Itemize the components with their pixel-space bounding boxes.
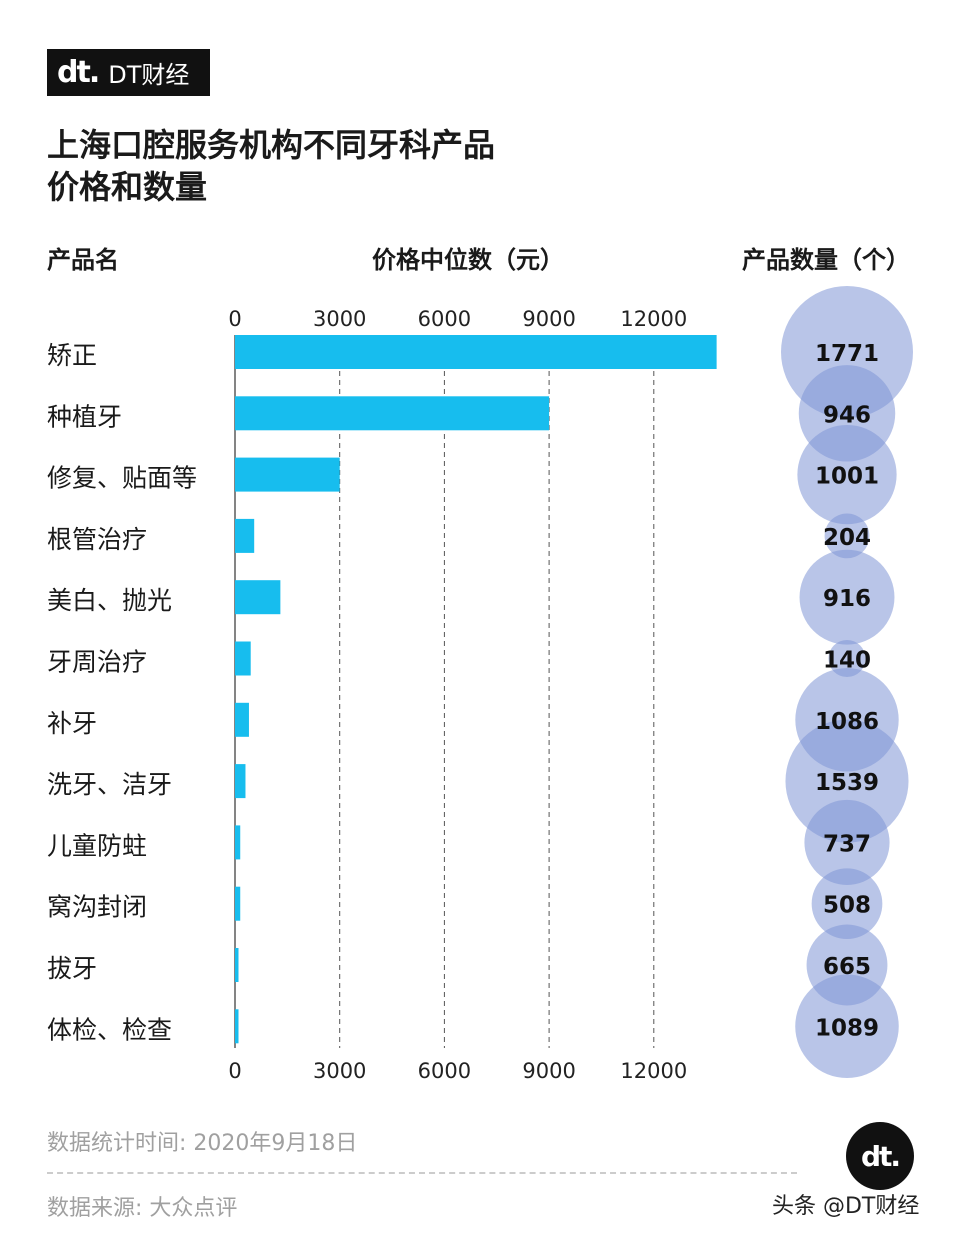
price-bar	[235, 580, 281, 615]
tick-label-top-0: 0	[228, 307, 241, 331]
logo-text: DT财经	[108, 61, 190, 89]
price-bar	[235, 641, 251, 676]
tick-label-bottom-3: 9000	[522, 1059, 575, 1083]
count-label: 1001	[815, 464, 879, 490]
count-label: 508	[823, 893, 871, 919]
category-label: 种植牙	[47, 402, 122, 431]
count-label: 1086	[815, 709, 879, 735]
column-header-count: 产品数量（个）	[742, 246, 910, 274]
price-bar	[235, 764, 246, 799]
price-bar	[235, 335, 717, 369]
count-bubble	[824, 513, 870, 559]
price-bar	[235, 457, 340, 492]
column-header-name: 产品名	[47, 246, 119, 274]
price-bar	[235, 396, 550, 431]
category-label: 矫正	[47, 341, 97, 370]
tick-label-bottom-4: 12000	[620, 1059, 687, 1083]
category-label: 儿童防蛀	[47, 831, 147, 860]
count-bubble	[811, 868, 883, 940]
count-bubble	[799, 549, 895, 645]
tick-label-bottom-2: 6000	[418, 1059, 471, 1083]
category-label: 根管治疗	[47, 525, 147, 554]
tick-label-top-2: 6000	[418, 307, 471, 331]
brand-logo: dt. DT财经	[47, 49, 210, 96]
category-label: 美白、抛光	[47, 586, 172, 615]
count-label: 1089	[815, 1015, 879, 1041]
count-label: 204	[823, 525, 871, 551]
count-label: 1771	[815, 341, 879, 367]
price-bar	[235, 825, 241, 860]
tick-label-bottom-1: 3000	[313, 1059, 366, 1083]
title-line-2: 价格和数量	[47, 168, 208, 206]
footer-source-note: 数据来源: 大众点评	[47, 1196, 238, 1221]
footer-divider	[47, 1172, 797, 1174]
tick-label-bottom-0: 0	[228, 1059, 241, 1083]
count-bubble	[828, 639, 866, 678]
count-label: 140	[823, 648, 871, 674]
category-label: 修复、贴面等	[47, 464, 197, 493]
price-bar	[235, 1009, 239, 1044]
count-bubble	[797, 424, 897, 525]
dt-badge-icon: dt.	[846, 1122, 914, 1190]
column-header-price: 价格中位数（元）	[372, 246, 564, 274]
tick-label-top-3: 9000	[522, 307, 575, 331]
count-label: 916	[823, 586, 871, 612]
category-label: 体检、检查	[47, 1015, 172, 1044]
count-label: 665	[823, 954, 871, 980]
count-label: 1539	[815, 770, 879, 796]
count-bubble	[804, 799, 890, 885]
count-bubble	[795, 974, 899, 1079]
category-label: 拔牙	[47, 954, 97, 983]
price-bar	[235, 886, 241, 921]
chart-area: 0 0 3000 3000 6000 6000 9000 9000 12000 12000 矫正种植…	[47, 286, 913, 1083]
price-bar	[235, 518, 255, 553]
price-bar	[235, 702, 249, 737]
logo-mark: dt.	[57, 55, 100, 90]
category-label: 窝沟封闭	[47, 893, 147, 922]
category-label: 洗牙、洁牙	[47, 770, 172, 799]
count-label: 946	[823, 402, 871, 428]
footer-credit: 头条 @DT财经	[772, 1194, 920, 1219]
tick-label-top-1: 3000	[313, 307, 366, 331]
count-label: 737	[823, 831, 871, 857]
category-label: 牙周治疗	[47, 648, 147, 677]
price-bar	[235, 948, 239, 982]
footer-date-note: 数据统计时间: 2020年9月18日	[47, 1131, 358, 1156]
title-line-1: 上海口腔服务机构不同牙科产品	[47, 126, 496, 164]
category-label: 补牙	[47, 709, 97, 738]
tick-label-top-4: 12000	[620, 307, 687, 331]
chart-title: 上海口腔服务机构不同牙科产品 价格和数量	[47, 124, 647, 208]
count-bubble	[785, 719, 909, 843]
